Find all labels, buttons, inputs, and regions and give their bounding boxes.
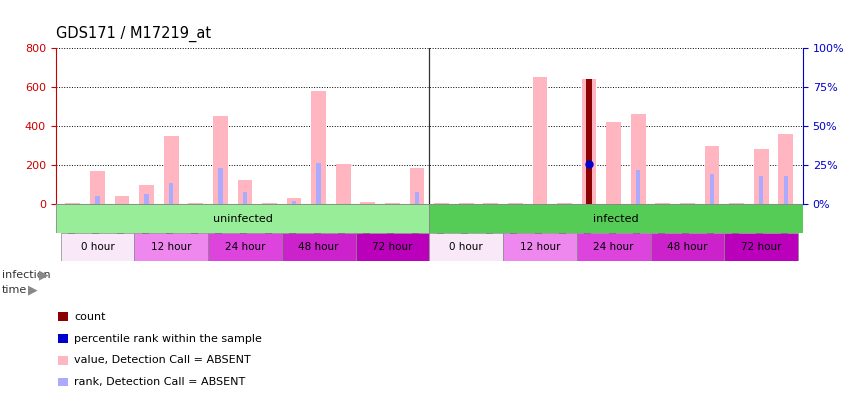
Bar	[163, 136, 179, 204]
Bar	[208, 233, 282, 261]
Text: 72 hour: 72 hour	[372, 242, 413, 252]
Bar	[145, 194, 149, 204]
Bar	[577, 233, 651, 261]
Text: time: time	[2, 285, 27, 295]
Bar	[360, 202, 375, 204]
Bar	[754, 149, 769, 204]
Bar	[312, 91, 326, 204]
Text: uninfected: uninfected	[212, 213, 272, 224]
Bar	[134, 233, 208, 261]
Bar	[410, 168, 425, 204]
Text: ▶: ▶	[28, 284, 38, 296]
Bar	[651, 233, 724, 261]
Bar	[56, 204, 429, 233]
Text: 48 hour: 48 hour	[299, 242, 339, 252]
Bar	[238, 180, 253, 204]
Text: rank, Detection Call = ABSENT: rank, Detection Call = ABSENT	[74, 377, 246, 387]
Bar	[415, 192, 419, 204]
Bar	[317, 163, 321, 204]
Bar	[355, 233, 429, 261]
Bar	[636, 170, 640, 204]
Bar	[503, 233, 577, 261]
Bar	[582, 79, 597, 204]
Bar	[282, 233, 355, 261]
Text: 72 hour: 72 hour	[741, 242, 782, 252]
Bar	[783, 176, 788, 204]
Text: percentile rank within the sample: percentile rank within the sample	[74, 333, 262, 344]
Bar	[292, 202, 296, 204]
Bar	[169, 183, 174, 204]
Bar	[606, 122, 621, 204]
Bar	[704, 145, 719, 204]
Bar	[586, 79, 591, 204]
Bar	[759, 176, 764, 204]
Bar	[213, 116, 228, 204]
Bar	[95, 196, 99, 204]
Text: value, Detection Call = ABSENT: value, Detection Call = ABSENT	[74, 355, 251, 366]
Text: 24 hour: 24 hour	[224, 242, 265, 252]
Bar	[429, 233, 503, 261]
Bar	[778, 134, 794, 204]
Text: GDS171 / M17219_at: GDS171 / M17219_at	[56, 25, 211, 42]
Bar	[140, 185, 154, 204]
Bar	[287, 198, 301, 204]
Bar	[532, 77, 547, 204]
Bar	[429, 204, 803, 233]
Bar	[243, 192, 247, 204]
Text: infected: infected	[593, 213, 639, 224]
Text: 48 hour: 48 hour	[667, 242, 708, 252]
Text: 0 hour: 0 hour	[449, 242, 483, 252]
Text: 12 hour: 12 hour	[520, 242, 560, 252]
Text: 12 hour: 12 hour	[151, 242, 192, 252]
Bar	[61, 233, 134, 261]
Bar	[587, 164, 591, 204]
Bar	[631, 114, 645, 204]
Text: 0 hour: 0 hour	[80, 242, 115, 252]
Bar	[710, 174, 714, 204]
Bar	[90, 171, 104, 204]
Text: 24 hour: 24 hour	[593, 242, 634, 252]
Bar	[115, 196, 129, 204]
Bar	[336, 164, 351, 204]
Text: count: count	[74, 312, 106, 322]
Bar	[724, 233, 798, 261]
Text: ▶: ▶	[39, 269, 49, 282]
Text: infection: infection	[2, 270, 51, 280]
Bar	[218, 168, 223, 204]
